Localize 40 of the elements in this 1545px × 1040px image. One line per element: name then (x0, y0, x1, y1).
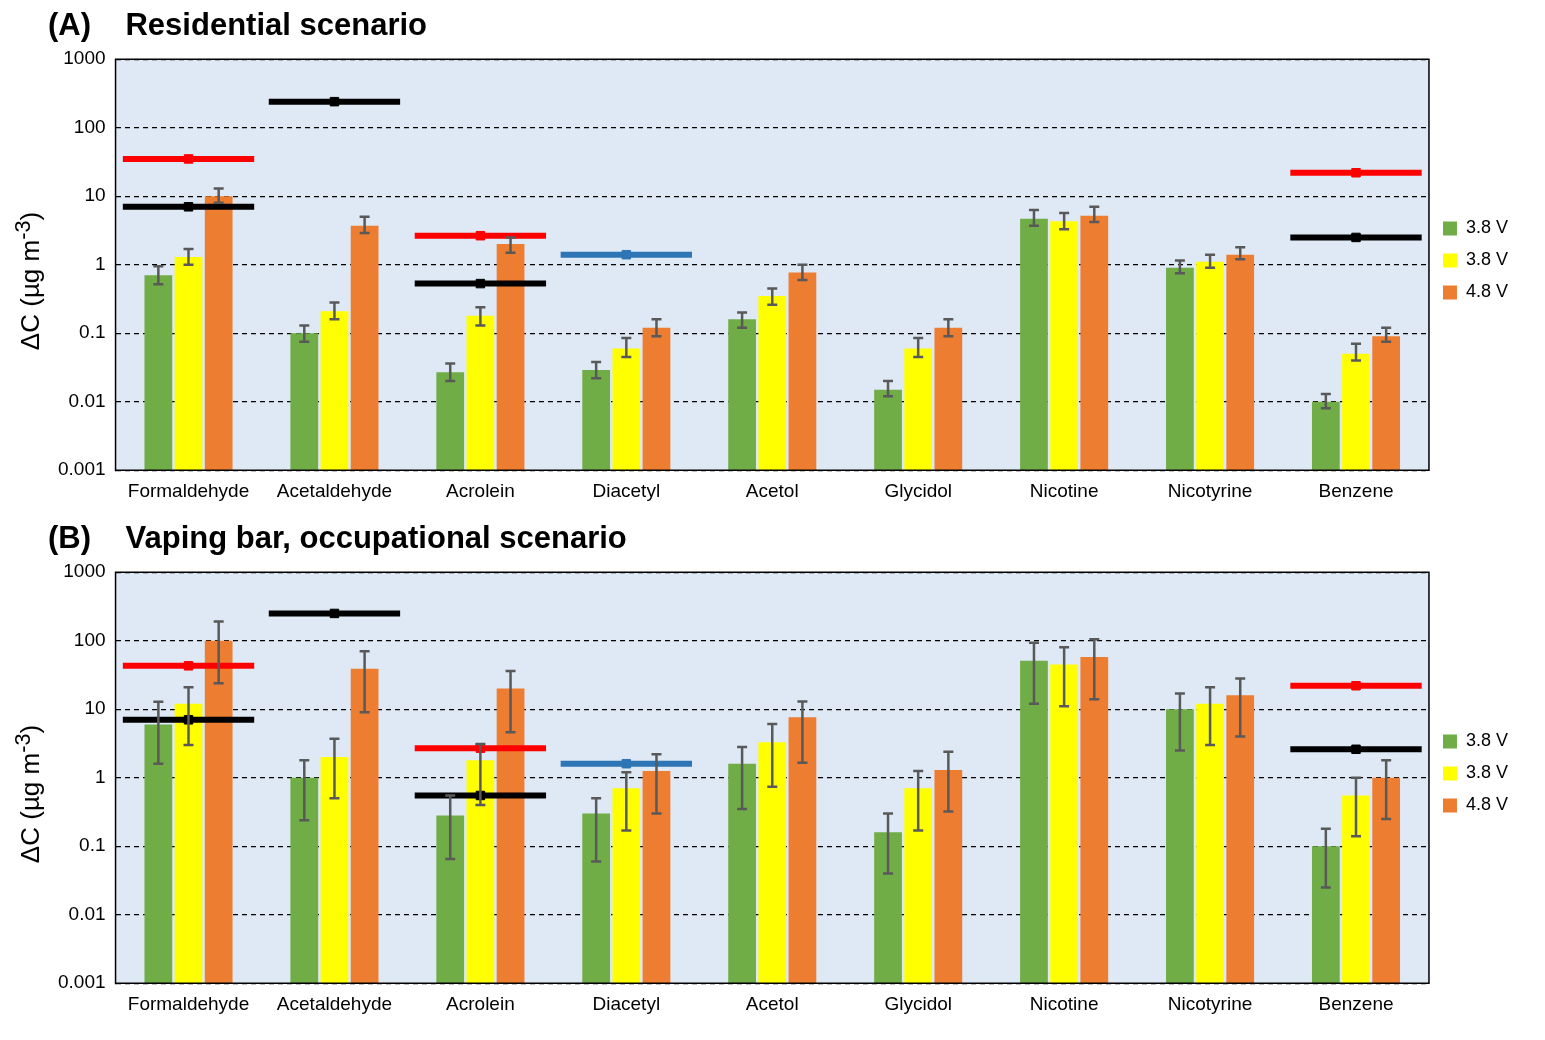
x-tick-label: Nicotine (1029, 992, 1099, 1014)
y-tick-label: 0.001 (58, 971, 106, 993)
y-tick-label: 0.1 (79, 834, 106, 856)
x-tick-label: Diacetyl (592, 992, 661, 1014)
x-tick-label: Benzene (1318, 992, 1394, 1014)
y-tick-label: 0.01 (68, 389, 106, 411)
x-tick-label: Formaldehyde (127, 479, 250, 501)
x-tick-label: Nicotyrine (1167, 992, 1253, 1014)
x-tick-label: Acetol (745, 992, 799, 1014)
y-tick-label: 0.1 (79, 321, 106, 343)
y-tick-label: 10 (84, 184, 106, 206)
x-tick-label: Acrolein (446, 479, 515, 501)
y-tick-label: 100 (73, 628, 106, 650)
x-tick-label: Nicotine (1029, 479, 1099, 501)
chart-title: (B) Vaping bar, occupational scenario (48, 520, 627, 556)
x-tick-label: Nicotyrine (1167, 479, 1253, 501)
legend-label: 3.8 V (1465, 217, 1508, 238)
legend-label: 3.8 V (1465, 730, 1508, 751)
chart-title: (A) Residential scenario (48, 7, 427, 43)
legend-label: 3.8 V (1465, 249, 1508, 270)
x-tick-label: Diacetyl (592, 479, 661, 501)
x-tick-label: Benzene (1318, 479, 1394, 501)
y-tick-label: 1000 (63, 47, 106, 69)
legend-label: 3.8 V (1465, 762, 1508, 783)
y-tick-label: 10 (84, 697, 106, 719)
x-tick-label: Acetaldehyde (276, 479, 393, 501)
y-tick-label: 100 (73, 115, 106, 137)
y-tick-label: 1 (94, 252, 106, 274)
y-tick-label: 0.01 (68, 902, 106, 924)
y-tick-label: 1000 (63, 560, 106, 582)
x-tick-label: Acetaldehyde (276, 992, 393, 1014)
y-tick-label: 0.001 (58, 458, 106, 480)
legend-label: 4.8 V (1465, 281, 1508, 302)
x-tick-label: Acetol (745, 479, 799, 501)
x-tick-label: Glycidol (884, 479, 952, 501)
x-tick-label: Formaldehyde (127, 992, 250, 1014)
legend-label: 4.8 V (1465, 794, 1508, 815)
x-tick-label: Acrolein (446, 992, 515, 1014)
y-tick-label: 1 (94, 765, 106, 787)
x-tick-label: Glycidol (884, 992, 952, 1014)
